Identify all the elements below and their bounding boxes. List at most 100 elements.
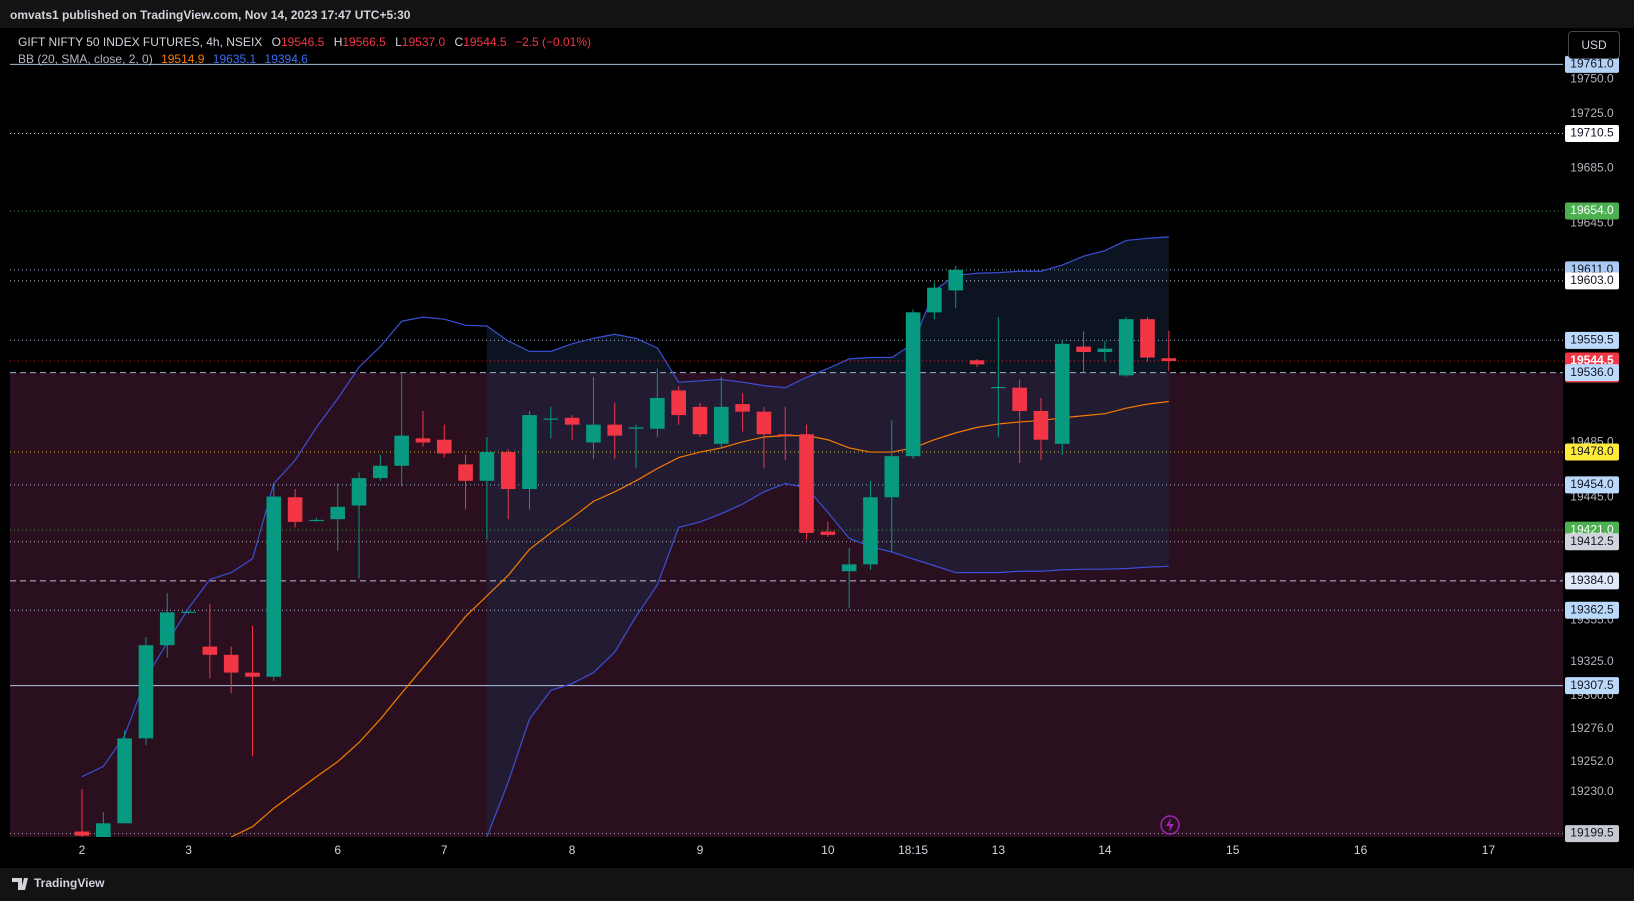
candle-body — [564, 417, 580, 425]
candle-body — [373, 465, 388, 479]
y-tick-label: 19685.0 — [1570, 161, 1614, 175]
price-label-box — [1565, 202, 1619, 220]
symbol: GIFT NIFTY 50 INDEX FUTURES, 4h, NSEIX — [18, 35, 263, 49]
candle-body — [863, 497, 878, 565]
band-line — [81, 236, 1169, 778]
candle-body — [799, 434, 814, 533]
candle-body — [884, 456, 900, 498]
price-label: 19544.5 — [1570, 353, 1614, 367]
price-label-box — [1565, 825, 1619, 843]
candle-body — [820, 531, 836, 535]
ohlc-value: 19546.5 — [280, 35, 325, 49]
y-tick-label: 19276.0 — [1570, 721, 1614, 735]
ohlc-key: O — [271, 35, 281, 49]
ohlc-key: C — [454, 35, 464, 49]
price-label-box — [1565, 364, 1619, 382]
legend-row: GIFT NIFTY 50 INDEX FUTURES, 4h, NSEIX O… — [18, 35, 591, 49]
currency-button[interactable]: USD — [1568, 31, 1620, 59]
band-line — [486, 482, 1169, 838]
price-label: 19454.0 — [1570, 477, 1614, 491]
candle-body — [607, 424, 623, 436]
price-label-box — [1565, 125, 1619, 143]
indicator-value: 19394.6 — [264, 52, 308, 66]
candle-body — [1033, 410, 1049, 440]
candle-body — [159, 612, 175, 646]
price-label: 19710.5 — [1570, 126, 1614, 140]
candle-body — [1161, 358, 1177, 361]
price-label: 19559.5 — [1570, 333, 1614, 347]
x-tick-label: 8 — [569, 843, 576, 857]
x-tick-label: 6 — [334, 843, 341, 857]
candle-body — [138, 645, 154, 739]
candle-body — [714, 406, 729, 444]
x-tick-label: 3 — [185, 843, 192, 857]
y-tick-label: 19725.0 — [1570, 106, 1614, 120]
publisher: omvats1 published on TradingView.com, No… — [10, 8, 411, 22]
x-tick-label: 17 — [1482, 843, 1496, 857]
price-label-box — [1565, 443, 1619, 461]
indicator-value: 19514.9 — [161, 52, 205, 66]
x-tick-label: 7 — [441, 843, 448, 857]
candle-body — [96, 823, 111, 837]
price-label-box — [1565, 533, 1619, 551]
event-icon — [1160, 815, 1180, 835]
price-label-box — [1565, 272, 1619, 290]
indicator-value: 19635.1 — [212, 52, 257, 66]
candle-body — [777, 434, 793, 436]
candle-body — [458, 464, 473, 481]
ohlc-value: 19537.0 — [401, 35, 446, 49]
candle-body — [628, 427, 644, 429]
y-tick-label: 19252.0 — [1570, 754, 1614, 768]
candle-body — [969, 360, 985, 365]
candle-body — [671, 390, 686, 416]
candle-body — [756, 411, 772, 435]
candle-body — [586, 424, 601, 443]
ohlc-value: 19544.5 — [463, 35, 507, 49]
candle-body — [1097, 348, 1113, 353]
price-label: 19307.5 — [1570, 678, 1614, 692]
candle-body — [1076, 346, 1091, 353]
price-label: 19761.0 — [1570, 57, 1614, 71]
candle-body — [1118, 319, 1134, 376]
ohlc-key: H — [333, 35, 343, 49]
candle-body — [245, 672, 260, 677]
x-tick-label: 10 — [821, 843, 835, 857]
candle-body — [351, 478, 367, 506]
footer-brand: TradingView — [34, 876, 105, 890]
candle-body — [202, 646, 218, 655]
candle-body — [692, 406, 708, 435]
price-label-box — [1565, 572, 1619, 590]
y-tick-label: 19325.0 — [1570, 654, 1614, 668]
candle-body — [991, 386, 1006, 389]
price-label: 19654.0 — [1570, 203, 1614, 217]
candle-body — [948, 269, 964, 291]
candle-body — [927, 287, 942, 313]
x-tick-label: 16 — [1354, 843, 1368, 857]
y-tick-label: 19230.0 — [1570, 784, 1614, 798]
candle-body — [650, 397, 665, 429]
price-label: 19199.5 — [1570, 826, 1614, 840]
candle-body — [1012, 387, 1027, 411]
x-tick-label: 15 — [1226, 843, 1240, 857]
x-tick-label: 14 — [1098, 843, 1112, 857]
plot-area — [10, 63, 1563, 838]
price-label-box — [1565, 55, 1619, 73]
candle-body — [223, 654, 239, 673]
price-label: 19603.0 — [1570, 273, 1614, 287]
indicator: BB (20, SMA, close, 2, 0) — [18, 52, 153, 66]
candle-body — [479, 452, 495, 481]
x-tick-label: 9 — [697, 843, 704, 857]
candle-body — [436, 439, 452, 454]
candle-body — [394, 435, 409, 466]
price-label-box — [1565, 677, 1619, 695]
price-label: 19536.0 — [1570, 365, 1614, 379]
candle-body — [415, 438, 431, 443]
candle-body — [266, 496, 282, 677]
candle-body — [117, 738, 132, 824]
change: −2.5 (−0.01%) — [514, 35, 591, 49]
candle-body — [330, 506, 346, 520]
candle-body — [287, 497, 303, 522]
candle-body — [309, 519, 324, 522]
price-label-box — [1565, 331, 1619, 349]
